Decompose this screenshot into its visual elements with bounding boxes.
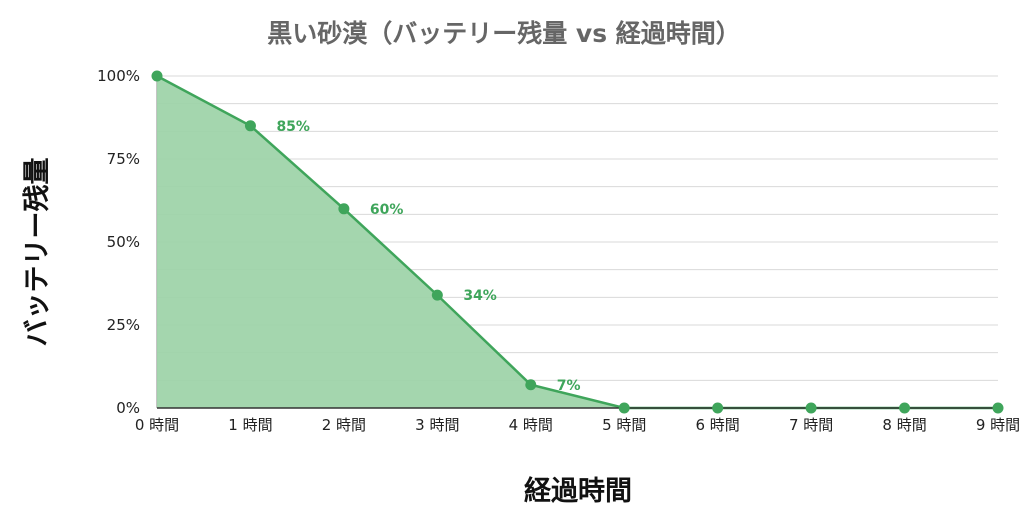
x-tick-label: 9 時間 [976,416,1020,434]
x-tick-label: 7 時間 [789,416,833,434]
x-tick-label: 4 時間 [509,416,553,434]
y-axis-ticks: 0% 25% 50% 75% 100% [97,67,140,417]
x-tick-label: 8 時間 [882,416,926,434]
data-point [431,289,443,301]
data-label: 85% [276,119,310,135]
x-axis-ticks: 0 時間 1 時間 2 時間 3 時間 4 時間 5 時間 6 時間 7 時間 8 時間 9 時間 [135,416,1020,434]
x-tick-label: 6 時間 [696,416,740,434]
x-tick-label: 0 時間 [135,416,179,434]
x-tick-label: 1 時間 [228,416,272,434]
x-axis-title: 経過時間 [524,475,632,507]
data-point [712,402,724,414]
y-tick-label: 0% [116,399,140,417]
y-tick-label: 50% [107,233,140,251]
x-tick-label: 2 時間 [322,416,366,434]
data-point [525,379,537,391]
y-tick-label: 75% [107,150,140,168]
y-tick-label: 100% [97,67,140,85]
data-point [805,402,817,414]
y-tick-label: 25% [107,316,140,334]
x-tick-label: 5 時間 [602,416,646,434]
data-point [618,402,630,414]
data-point [899,402,911,414]
data-points [151,70,1004,414]
area-layer [156,74,998,410]
data-label: 34% [463,288,497,304]
chart-title: 黒い砂漠（バッテリー残量 vs 経過時間） [267,19,741,48]
data-point [338,203,350,215]
data-point [151,70,163,82]
y-axis-title: バッテリー残量 [22,158,53,347]
x-tick-label: 3 時間 [415,416,459,434]
data-labels: 85% 60% 34% 7% [276,119,580,394]
data-label: 60% [370,202,404,218]
data-point [244,120,256,132]
data-label: 7% [557,378,581,394]
data-point [992,402,1004,414]
area-fill [157,76,998,408]
